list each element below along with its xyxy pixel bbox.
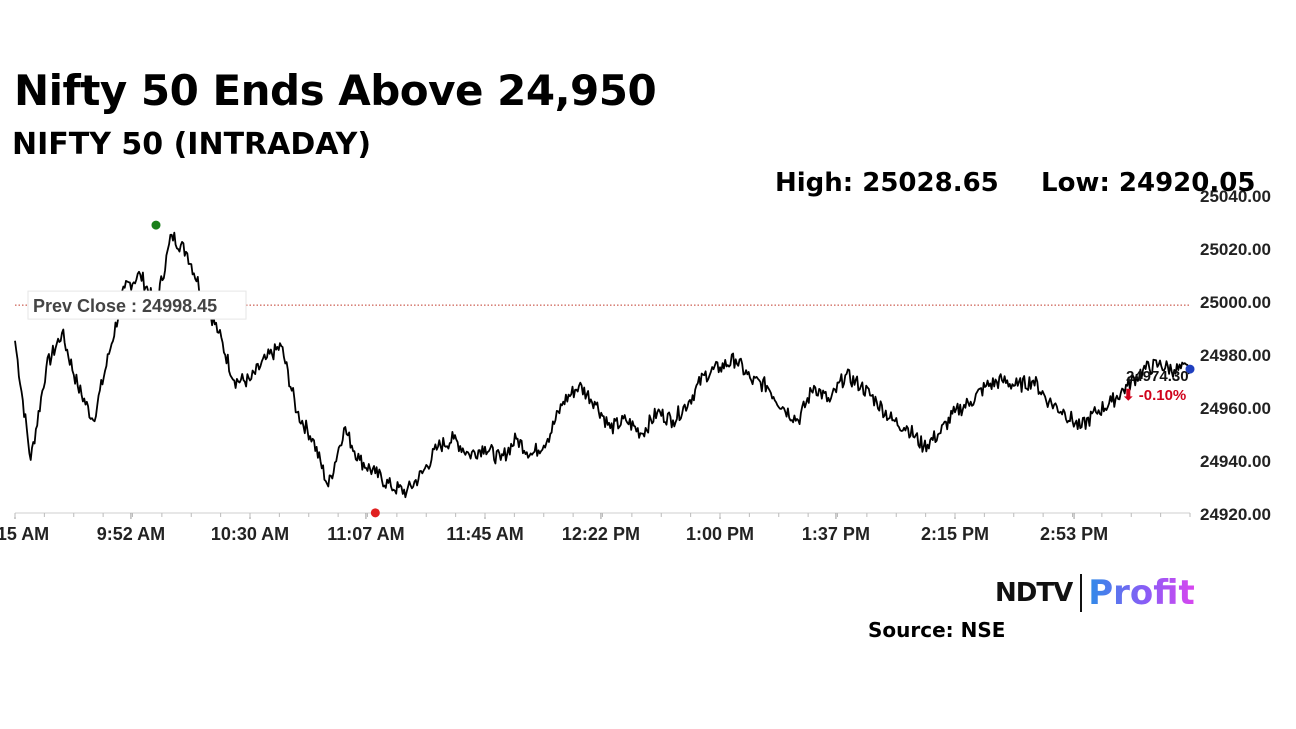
y-tick-label: 24960.00	[1200, 399, 1271, 418]
last-value-label: 24974.30	[1126, 368, 1189, 385]
x-tick-label: 9:15 AM	[0, 524, 49, 544]
x-axis: 9:15 AM 9:52 AM 10:30 AM 11:07 AM 11:45 AM 12…	[0, 512, 1191, 544]
x-tick-label: 1:37 PM	[802, 524, 870, 544]
x-tick-label: 1:00 PM	[686, 524, 754, 544]
chart-subtitle: NIFTY 50 (INTRADAY)	[12, 127, 372, 162]
low-label: Low: 24920.05	[1041, 168, 1256, 198]
low-marker	[370, 508, 380, 518]
series-line	[14, 231, 1191, 499]
y-tick-label: 25020.00	[1200, 240, 1271, 259]
ndtv-profit-logo: NDTV Profit	[995, 573, 1195, 613]
y-tick-label: 24940.00	[1200, 452, 1271, 471]
logo-ndtv-text: NDTV	[995, 578, 1073, 608]
x-tick-label: 2:53 PM	[1040, 524, 1108, 544]
headline: Nifty 50 Ends Above 24,950	[14, 66, 657, 115]
prev-close-label: Prev Close : 24998.45	[33, 296, 217, 316]
x-tick-label: 2:15 PM	[921, 524, 989, 544]
y-tick-label: 24920.00	[1200, 505, 1271, 524]
x-tick-label: 11:07 AM	[327, 524, 404, 544]
x-tick-label: 10:30 AM	[211, 524, 289, 544]
chart-labels: Prev Close : 24998.45 24974.30 ⬇ -0.10%	[27, 290, 1189, 404]
logo-divider	[1080, 574, 1083, 612]
y-tick-label: 24980.00	[1200, 346, 1271, 365]
y-tick-label: 25000.00	[1200, 293, 1271, 312]
change-label: ⬇ -0.10%	[1122, 387, 1186, 404]
x-tick-label: 11:45 AM	[446, 524, 523, 544]
high-marker	[151, 220, 161, 230]
source-note: Source: NSE	[868, 618, 1006, 642]
last-value-marker	[1185, 364, 1195, 374]
x-tick-label: 9:52 AM	[97, 524, 165, 544]
logo-profit-text: Profit	[1088, 573, 1195, 613]
x-tick-label: 12:22 PM	[562, 524, 640, 544]
prev-close-box	[27, 290, 247, 320]
y-axis: 24920.00 24940.00 24960.00 24980.00 25000.00…	[1200, 187, 1271, 524]
y-tick-label: 25040.00	[1200, 187, 1271, 206]
high-label: High: 25028.65	[775, 168, 999, 198]
markers	[151, 220, 1195, 518]
